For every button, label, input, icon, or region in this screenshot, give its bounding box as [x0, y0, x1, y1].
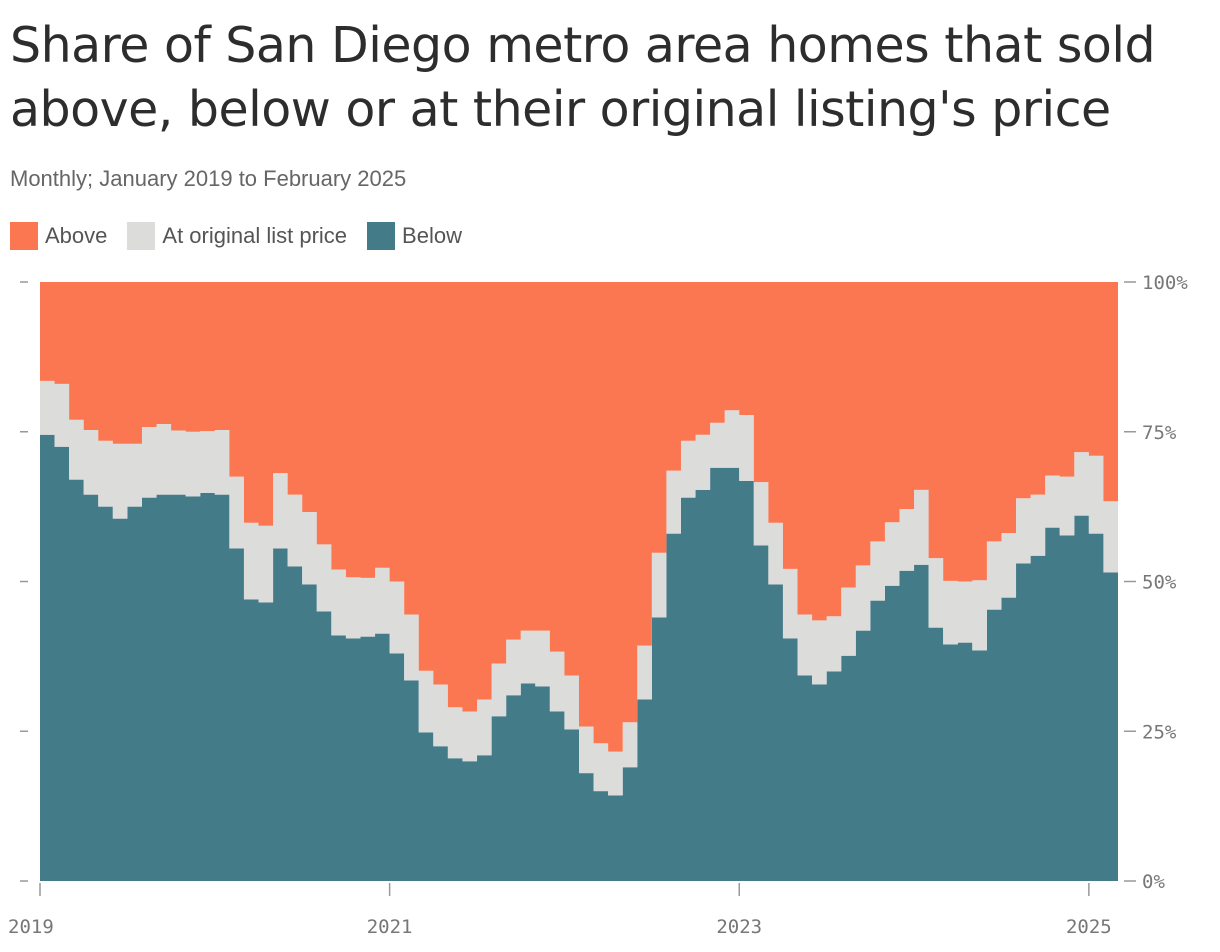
chart-title: Share of San Diego metro area homes that…	[10, 17, 1156, 138]
series-area-above	[40, 282, 1118, 752]
y-tick-label: 0%	[1142, 871, 1165, 893]
legend-swatch-below	[367, 222, 396, 250]
x-tick-label: 2019	[8, 916, 54, 938]
legend-label-at-list-price: At original list price	[162, 223, 348, 248]
legend-item-at-list-price: At original list price	[127, 222, 347, 250]
y-tick-label: 50%	[1142, 572, 1177, 594]
y-tick-label: 75%	[1142, 422, 1177, 444]
x-tick-label: 2023	[716, 916, 762, 938]
legend-label-below: Below	[402, 223, 462, 248]
series-area-below	[40, 434, 1118, 881]
legend-item-above: Above	[10, 222, 107, 250]
chart-subtitle: Monthly; January 2019 to February 2025	[10, 166, 407, 191]
legend-swatch-above	[10, 222, 38, 250]
x-tick-label: 2025	[1066, 916, 1112, 938]
legend: Above At original list price Below	[10, 222, 482, 250]
legend-label-above: Above	[45, 223, 108, 248]
legend-swatch-at-list-price	[127, 222, 156, 250]
x-tick-label: 2021	[367, 916, 413, 938]
y-tick-label: 25%	[1142, 721, 1177, 743]
y-tick-label: 100%	[1142, 272, 1188, 294]
legend-item-below: Below	[367, 222, 462, 250]
